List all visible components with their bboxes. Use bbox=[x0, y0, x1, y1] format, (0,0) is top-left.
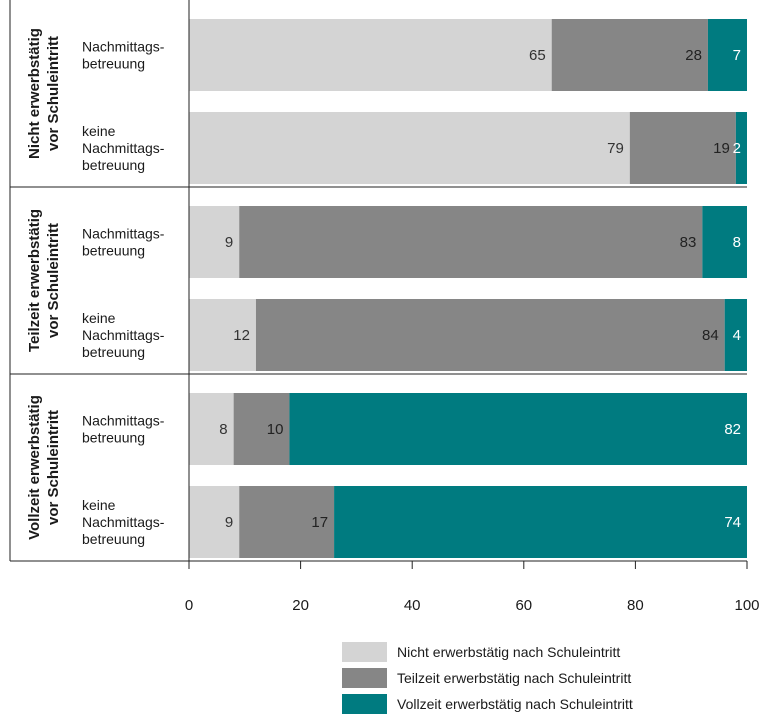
x-tick-label: 80 bbox=[627, 597, 644, 614]
bar-segment bbox=[189, 112, 630, 184]
bar-category-label: keine Nachmittags-betreuung bbox=[82, 497, 165, 547]
value-label: 83 bbox=[680, 234, 697, 251]
bar-segment bbox=[289, 393, 747, 465]
value-label: 8 bbox=[733, 234, 741, 251]
value-label: 17 bbox=[311, 514, 328, 531]
bar-segment bbox=[551, 19, 708, 91]
bar-segment bbox=[707, 19, 747, 91]
group-label-line: Teilzeit erwerbstätig bbox=[26, 209, 43, 352]
bar-category-label: Nachmittags-betreuung bbox=[82, 413, 165, 446]
bar-category-label: keine Nachmittags-betreuung bbox=[82, 310, 165, 360]
x-tick-label: 20 bbox=[292, 597, 309, 614]
group-label-line: Nicht erwerbstätig bbox=[26, 28, 43, 159]
value-label: 82 bbox=[724, 421, 741, 438]
bar-segment bbox=[334, 486, 747, 558]
labels-layer: Nicht erwerbstätig vor Schuleintritt Nachm… bbox=[26, 28, 760, 614]
value-label: 65 bbox=[529, 47, 546, 64]
x-tick-label: 0 bbox=[185, 597, 193, 614]
value-label: 7 bbox=[733, 47, 741, 64]
legend-label: Vollzeit erwerbstätig nach Schuleintritt bbox=[397, 696, 633, 712]
bar-segment bbox=[702, 206, 747, 278]
bar-category-label-line: Nachmittags- bbox=[82, 514, 165, 530]
bar-segment bbox=[255, 299, 725, 371]
bar-category-label-line: Nachmittags- bbox=[82, 140, 165, 156]
bar-segment bbox=[239, 486, 335, 558]
bar-category-label-line: keine bbox=[82, 123, 116, 139]
legend-swatch bbox=[342, 694, 387, 714]
group-label-line: vor Schuleintritt bbox=[45, 223, 62, 338]
value-label: 74 bbox=[724, 514, 741, 531]
value-label: 28 bbox=[685, 47, 702, 64]
group-label-line: vor Schuleintritt bbox=[45, 410, 62, 525]
legend-label: Teilzeit erwerbstätig nach Schuleintritt bbox=[397, 670, 631, 686]
bar-segment bbox=[189, 19, 552, 91]
bar-category-label-line: keine bbox=[82, 310, 116, 326]
bar-category-label: Nachmittags-betreuung bbox=[82, 39, 165, 72]
group-label: Nicht erwerbstätig vor Schuleintritt bbox=[26, 28, 62, 159]
bar-segment bbox=[189, 206, 240, 278]
bar-category-label-line: keine bbox=[82, 497, 116, 513]
value-label: 2 bbox=[733, 140, 741, 157]
bar-category-label-line: betreuung bbox=[82, 344, 145, 360]
legend-swatch bbox=[342, 668, 387, 688]
bar-segment bbox=[189, 299, 256, 371]
value-label: 19 bbox=[713, 140, 730, 157]
bar-category-label-line: Nachmittags- bbox=[82, 327, 165, 343]
value-label: 4 bbox=[733, 327, 741, 344]
legend-swatch bbox=[342, 642, 387, 662]
value-label: 84 bbox=[702, 327, 719, 344]
value-label: 79 bbox=[607, 140, 624, 157]
group-label: Vollzeit erwerbstätig vor Schuleintritt bbox=[26, 395, 62, 540]
bar-category-label-line: betreuung bbox=[82, 531, 145, 547]
bar-category-label-line: Nachmittags- bbox=[82, 39, 165, 55]
bar-category-label-line: betreuung bbox=[82, 430, 145, 446]
bar-category-label-line: betreuung bbox=[82, 157, 145, 173]
legend: Nicht erwerbstätig nach Schuleintritt Tei… bbox=[342, 642, 633, 714]
bar-segment bbox=[189, 486, 240, 558]
bar-segment bbox=[724, 299, 747, 371]
x-tick-label: 40 bbox=[404, 597, 421, 614]
value-label: 8 bbox=[219, 421, 227, 438]
value-label: 9 bbox=[225, 514, 233, 531]
value-label: 9 bbox=[225, 234, 233, 251]
bar-segment bbox=[233, 393, 290, 465]
group-label-line: vor Schuleintritt bbox=[45, 36, 62, 151]
x-tick-label: 60 bbox=[515, 597, 532, 614]
legend-label: Nicht erwerbstätig nach Schuleintritt bbox=[397, 644, 620, 660]
value-label: 10 bbox=[267, 421, 284, 438]
bar-category-label: keine Nachmittags-betreuung bbox=[82, 123, 165, 173]
bar-segment bbox=[735, 112, 747, 184]
bar-segment bbox=[629, 112, 736, 184]
bar-category-label-line: betreuung bbox=[82, 243, 145, 259]
lines-layer bbox=[9, 0, 748, 569]
group-label: Teilzeit erwerbstätig vor Schuleintritt bbox=[26, 209, 62, 352]
bar-category-label-line: betreuung bbox=[82, 56, 145, 72]
bar-segment bbox=[239, 206, 703, 278]
bars-layer bbox=[189, 19, 747, 558]
value-label: 12 bbox=[233, 327, 250, 344]
group-label-line: Vollzeit erwerbstätig bbox=[26, 395, 43, 540]
bar-category-label-line: Nachmittags- bbox=[82, 226, 165, 242]
bar-category-label: Nachmittags-betreuung bbox=[82, 226, 165, 259]
x-tick-label: 100 bbox=[734, 597, 759, 614]
bar-category-label-line: Nachmittags- bbox=[82, 413, 165, 429]
bar-segment bbox=[189, 393, 234, 465]
